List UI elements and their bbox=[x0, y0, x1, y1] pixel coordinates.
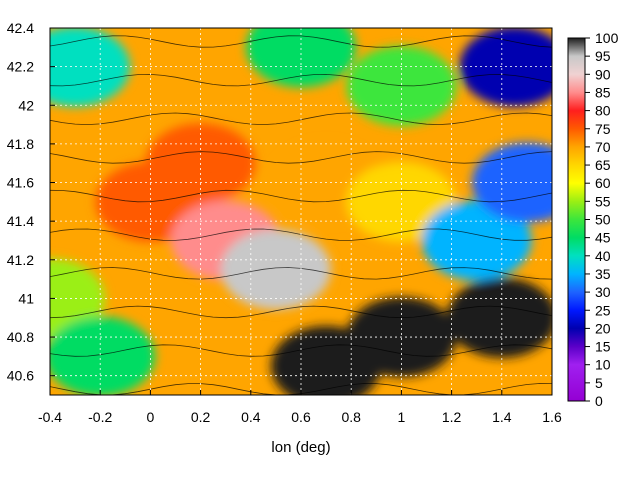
x-tick-label: 1.6 bbox=[542, 409, 562, 425]
x-tick-label: 0.4 bbox=[241, 409, 261, 425]
colorbar: 1009590858075706560555045403530252015105… bbox=[567, 30, 619, 409]
y-tick-label: 42 bbox=[18, 97, 34, 113]
colorbar-tick-label: 80 bbox=[595, 103, 611, 119]
y-tick-label: 41.4 bbox=[7, 213, 34, 229]
x-tick-label: 0.6 bbox=[291, 409, 311, 425]
colorbar-tick-label: 35 bbox=[595, 266, 611, 282]
heatmap-field bbox=[50, 28, 552, 395]
colorbar-tick-label: 45 bbox=[595, 230, 611, 246]
contour-line bbox=[50, 151, 552, 164]
colorbar-gradient bbox=[567, 37, 586, 402]
colorbar-tick-label: 70 bbox=[595, 139, 611, 155]
y-tick-label: 42.2 bbox=[7, 59, 34, 75]
colorbar-tick-label: 55 bbox=[595, 193, 611, 209]
y-tick-label: 41 bbox=[18, 290, 34, 306]
field-region bbox=[246, 28, 356, 88]
x-tick-label: 1.4 bbox=[492, 409, 512, 425]
field-region bbox=[220, 229, 331, 310]
field-region bbox=[421, 200, 532, 281]
x-tick-label: 0.8 bbox=[341, 409, 361, 425]
colorbar-tick-label: 95 bbox=[595, 48, 611, 64]
colorbar-tick-label: 10 bbox=[595, 357, 611, 373]
x-tick-label: -0.2 bbox=[88, 409, 112, 425]
colorbar-tick-label: 5 bbox=[595, 375, 603, 391]
colorbar-tick-label: 50 bbox=[595, 212, 611, 228]
x-tick-label: 0 bbox=[147, 409, 155, 425]
colorbar-tick-label: 90 bbox=[595, 66, 611, 82]
plot-area bbox=[49, 27, 553, 396]
x-tick-label: 0.2 bbox=[191, 409, 211, 425]
y-tick-label: 40.6 bbox=[7, 368, 34, 384]
x-tick-label: 1.2 bbox=[442, 409, 462, 425]
colorbar-tick-label: 65 bbox=[595, 157, 611, 173]
field-region bbox=[446, 277, 552, 358]
grid-lines bbox=[50, 28, 552, 395]
contour-line bbox=[50, 73, 552, 87]
field-region bbox=[271, 326, 382, 395]
x-tick-label: 1 bbox=[398, 409, 406, 425]
colorbar-tick-label: 60 bbox=[595, 175, 611, 191]
y-tick-label: 40.8 bbox=[7, 329, 34, 345]
contour-line bbox=[50, 305, 552, 319]
x-axis: -0.4 -0.2 0 0.2 0.4 0.6 0.8 1 1.2 1.4 1.6 bbox=[38, 390, 562, 425]
contour-line bbox=[50, 35, 552, 48]
colorbar-tick-label: 100 bbox=[595, 30, 619, 46]
colorbar-tick-label: 0 bbox=[595, 393, 603, 409]
y-tick-label: 42.4 bbox=[7, 20, 34, 36]
x-tick-label: -0.4 bbox=[38, 409, 62, 425]
colorbar-tick-label: 75 bbox=[595, 121, 611, 137]
colorbar-tick-label: 85 bbox=[595, 84, 611, 100]
colorbar-tick-label: 25 bbox=[595, 302, 611, 318]
colorbar-tick-label: 15 bbox=[595, 339, 611, 355]
y-tick-label: 41.6 bbox=[7, 175, 34, 191]
y-tick-label: 41.2 bbox=[7, 252, 34, 268]
contour-line bbox=[50, 189, 552, 203]
field-region bbox=[50, 28, 131, 107]
y-tick-label: 41.8 bbox=[7, 136, 34, 152]
field-region bbox=[459, 28, 552, 107]
colorbar-tick-label: 20 bbox=[595, 320, 611, 336]
x-axis-label: lon (deg) bbox=[271, 439, 330, 456]
colorbar-tick-label: 40 bbox=[595, 248, 611, 264]
y-axis: 40.6 40.8 41 41.2 41.4 41.6 41.8 42 42.2 42.4 bbox=[7, 20, 55, 384]
colorbar-ticks: 1009590858075706560555045403530252015105… bbox=[585, 30, 619, 409]
colorbar-tick-label: 30 bbox=[595, 284, 611, 300]
